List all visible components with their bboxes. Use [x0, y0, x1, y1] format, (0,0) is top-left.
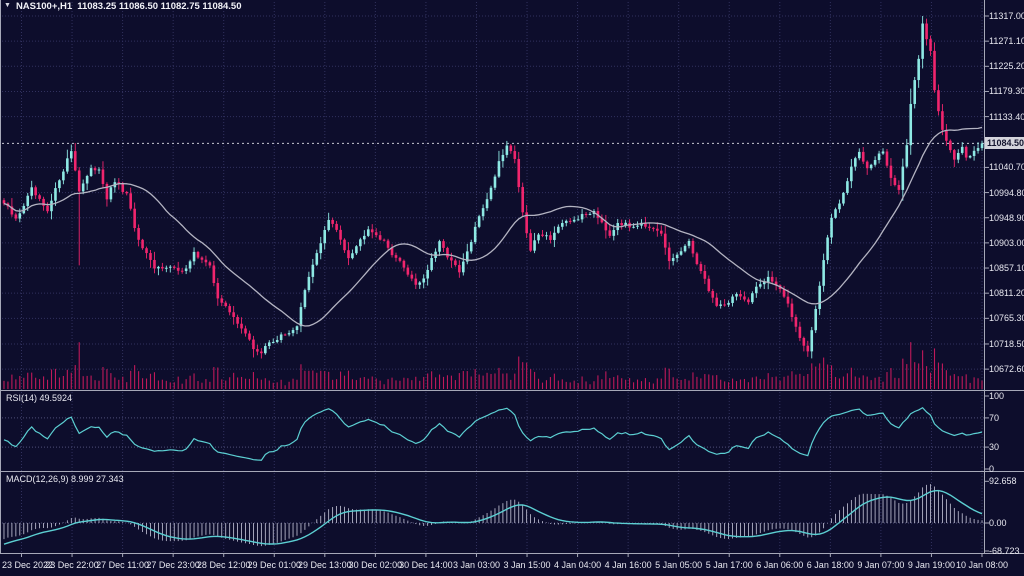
- macd-axis-label: 0.00: [989, 518, 1007, 528]
- time-axis-label: 29 Dec 01:00: [247, 560, 302, 570]
- time-axis-label: 10 Jan 08:00: [955, 560, 1009, 570]
- symbol-dropdown-icon[interactable]: ▼: [4, 2, 11, 9]
- price-axis-label: 10672.60: [989, 364, 1024, 375]
- macd-indicator-label: MACD(12,26,9) 8.999 27.343: [6, 474, 124, 484]
- rsi-indicator-label: RSI(14) 49.5924: [6, 393, 73, 403]
- time-axis-label: 27 Dec 11:00: [96, 560, 150, 570]
- time-axis-label: 23 Dec 22:00: [45, 560, 99, 570]
- macd-signal-line: [3, 489, 983, 545]
- time-axis-label: 6 Jan 18:00: [806, 560, 854, 570]
- time-axis-label: 9 Jan 19:00: [907, 560, 955, 570]
- grid-lines: [2, 2, 984, 553]
- time-axis-label: 29 Dec 13:00: [298, 560, 352, 570]
- time-axis-label: 3 Jan 15:00: [503, 560, 551, 570]
- symbol-timeframe-label: NAS100+,H1: [15, 1, 73, 12]
- time-axis-label: 5 Jan 17:00: [705, 560, 753, 570]
- rsi-axis-label: 30: [989, 442, 1000, 453]
- price-axis-label: 10948.90: [989, 212, 1024, 223]
- price-axis-label: 11271.10: [989, 36, 1024, 47]
- time-axis-label: 30 Dec 02:00: [348, 560, 403, 570]
- current-price-tag: 11084.50: [985, 137, 1024, 150]
- window-left-border: [0, 0, 1, 554]
- price-axis-label: 11133.40: [989, 111, 1024, 122]
- time-axis-label: 3 Jan 03:00: [452, 560, 500, 570]
- time-axis-label: 28 Dec 12:00: [196, 560, 251, 570]
- macd-axis-label: 92.658: [989, 476, 1017, 487]
- price-axis-label: 11225.20: [989, 61, 1024, 72]
- price-axis-label: 10765.30: [989, 313, 1024, 324]
- rsi-level-lines: [2, 417, 984, 448]
- price-axis-label: 11040.70: [989, 162, 1024, 173]
- candles: [2, 16, 984, 359]
- time-axis-label: 5 Jan 05:00: [655, 560, 703, 570]
- price-axis-label: 10718.50: [989, 338, 1024, 349]
- time-axis-label: 30 Dec 14:00: [399, 560, 453, 570]
- macd-histogram: [3, 484, 983, 547]
- price-axis-label: 11317.00: [989, 11, 1024, 21]
- rsi-line: [3, 406, 983, 461]
- price-axis-label: 11179.30: [989, 86, 1024, 97]
- time-axis-label: 23 Dec 2022: [2, 560, 54, 570]
- axis-ticks: [21, 15, 989, 557]
- ma-line: [3, 126, 983, 327]
- price-axis-label: 10903.00: [989, 237, 1024, 248]
- rsi-axis-label: 0: [989, 464, 995, 474]
- time-axis-label: 9 Jan 07:00: [857, 560, 905, 570]
- time-axis-label: 6 Jan 06:00: [756, 560, 804, 570]
- time-axis-label: 4 Jan 04:00: [554, 560, 602, 570]
- price-axis-label: 10994.80: [989, 187, 1024, 198]
- price-axis-label: 10811.20: [989, 288, 1024, 299]
- macd-axis-label: -68.723: [989, 546, 1020, 556]
- ohlc-quotes-label: 11083.25 11086.50 11082.75 11084.50: [77, 1, 242, 12]
- volume-bars: [3, 342, 983, 389]
- chart-title: ▼ NAS100+,H1 11083.25 11086.50 11082.75 …: [4, 1, 242, 12]
- time-axis-label: 4 Jan 16:00: [604, 560, 652, 570]
- rsi-axis-label: 100: [989, 391, 1005, 401]
- rsi-axis-label: 70: [989, 412, 1000, 423]
- panel-separators: [0, 390, 1024, 554]
- price-axis-label: 10857.10: [989, 263, 1024, 274]
- time-axis-label: 27 Dec 23:00: [146, 560, 200, 570]
